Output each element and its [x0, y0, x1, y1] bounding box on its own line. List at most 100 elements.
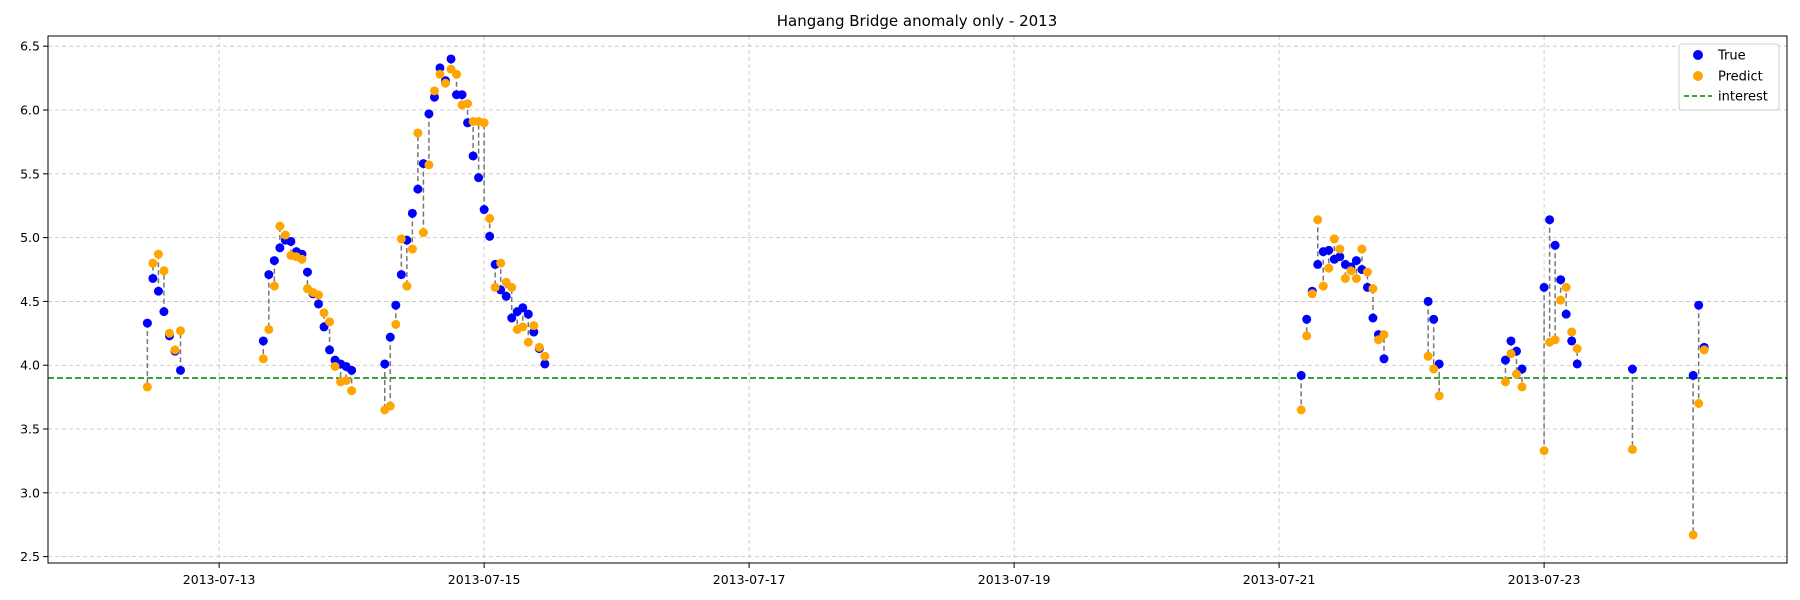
- x-tick-label: 2013-07-19: [978, 572, 1051, 587]
- x-tick-label: 2013-07-13: [183, 572, 256, 587]
- true-point: [1539, 282, 1549, 292]
- predict-point: [1567, 327, 1577, 337]
- predict-point: [1302, 331, 1312, 341]
- series-predict: [142, 64, 1709, 540]
- true-point: [446, 54, 456, 64]
- y-tick-label: 3.5: [20, 422, 40, 437]
- predict-point: [490, 282, 500, 292]
- x-tick-label: 2013-07-23: [1508, 572, 1581, 587]
- true-point: [148, 273, 158, 283]
- y-tick-label: 2.5: [20, 549, 40, 564]
- true-point: [413, 184, 423, 194]
- predict-point: [1500, 377, 1510, 387]
- predict-point: [148, 258, 158, 268]
- legend-interest-label: interest: [1718, 90, 1768, 105]
- true-point: [275, 243, 285, 253]
- predict-point: [396, 234, 406, 244]
- y-axis: 2.5 3.0 3.5 4.0 4.5 5.0 5.5 6.0 6.5: [20, 39, 48, 564]
- predict-point: [518, 322, 528, 332]
- predict-point: [418, 228, 428, 238]
- predict-point: [1335, 244, 1345, 254]
- true-point: [396, 270, 406, 280]
- series-true: [142, 54, 1709, 380]
- true-point: [380, 359, 390, 369]
- predict-point: [479, 118, 489, 128]
- true-point: [1335, 252, 1345, 262]
- true-point: [1545, 215, 1555, 225]
- predict-point: [385, 401, 395, 411]
- predict-point: [1340, 273, 1350, 283]
- predict-point: [1572, 344, 1582, 354]
- predict-point: [413, 128, 423, 138]
- y-tick-label: 6.5: [20, 39, 40, 54]
- predict-point: [1539, 446, 1549, 456]
- true-point: [1572, 359, 1582, 369]
- y-tick-label: 4.5: [20, 294, 40, 309]
- true-point: [485, 231, 495, 241]
- chart-title: Hangang Bridge anomaly only - 2013: [777, 12, 1058, 30]
- y-tick-label: 4.0: [20, 358, 40, 373]
- predict-point: [1329, 234, 1339, 244]
- true-point: [1429, 314, 1439, 324]
- predict-point: [1694, 398, 1704, 408]
- true-point: [175, 365, 185, 375]
- predict-point: [269, 281, 279, 291]
- true-point: [407, 208, 417, 218]
- x-tick-label: 2013-07-17: [713, 572, 786, 587]
- predict-point: [1556, 295, 1566, 305]
- legend-predict-label: Predict: [1718, 70, 1763, 85]
- predict-point: [1517, 382, 1527, 392]
- true-point: [1688, 370, 1698, 380]
- connectors: [146, 58, 1705, 535]
- predict-point: [153, 249, 163, 259]
- predict-point: [424, 160, 434, 170]
- plot-frame: [47, 35, 1788, 564]
- legend-predict-marker: [1693, 71, 1703, 81]
- y-tick-label: 5.5: [20, 166, 40, 181]
- true-point: [1556, 275, 1566, 285]
- predict-point: [159, 266, 169, 276]
- predict-point: [325, 317, 335, 327]
- true-point: [507, 313, 517, 323]
- predict-point: [1346, 266, 1356, 276]
- true-point: [1627, 364, 1637, 374]
- true-point: [258, 336, 268, 346]
- predict-point: [341, 376, 351, 386]
- predict-point: [1351, 273, 1361, 283]
- predict-point: [1368, 284, 1378, 294]
- predict-point: [1511, 369, 1521, 379]
- true-point: [424, 109, 434, 119]
- predict-point: [1423, 351, 1433, 361]
- predict-point: [429, 86, 439, 96]
- predict-point: [440, 78, 450, 88]
- predict-point: [275, 221, 285, 231]
- predict-point: [540, 351, 550, 361]
- predict-point: [452, 69, 462, 79]
- y-tick-label: 6.0: [20, 103, 40, 118]
- predict-point: [407, 244, 417, 254]
- predict-point: [297, 254, 307, 264]
- predict-point: [280, 230, 290, 240]
- predict-point: [1362, 267, 1372, 277]
- predict-point: [529, 321, 539, 331]
- legend: True Predict interest: [1678, 43, 1780, 111]
- true-point: [391, 300, 401, 310]
- true-point: [1324, 245, 1334, 255]
- predict-point: [314, 290, 324, 300]
- true-point: [501, 291, 511, 301]
- true-point: [1423, 296, 1433, 306]
- predict-point: [534, 342, 544, 352]
- predict-point: [1357, 244, 1367, 254]
- true-point: [269, 256, 279, 266]
- predict-point: [1313, 215, 1323, 225]
- true-point: [1302, 314, 1312, 324]
- true-point: [142, 318, 152, 328]
- true-point: [540, 359, 550, 369]
- true-point: [1550, 240, 1560, 250]
- predict-point: [1429, 364, 1439, 374]
- predict-point: [1379, 330, 1389, 340]
- legend-true-label: True: [1717, 49, 1746, 64]
- true-point: [1561, 309, 1571, 319]
- legend-box: [1678, 43, 1780, 111]
